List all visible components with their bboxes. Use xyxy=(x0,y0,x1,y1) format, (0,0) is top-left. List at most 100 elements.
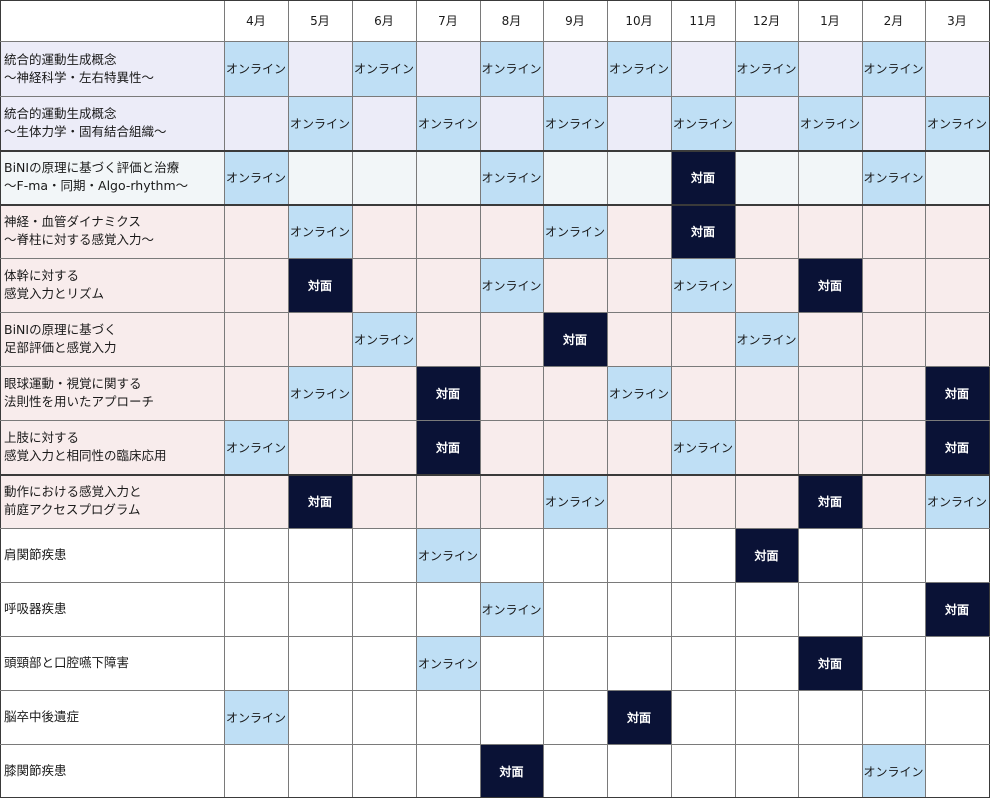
empty-cell xyxy=(543,41,607,96)
empty-cell xyxy=(607,636,671,690)
online-session-cell: オンライン xyxy=(416,96,480,150)
empty-cell xyxy=(798,312,862,366)
online-session-cell: オンライン xyxy=(288,366,352,420)
empty-cell xyxy=(925,150,989,204)
course-title-line: 〜脊柱に対する感覚入力〜 xyxy=(4,232,155,247)
inperson-session-cell: 対面 xyxy=(543,312,607,366)
online-session-cell: オンライン xyxy=(543,96,607,150)
grid-line-horizontal xyxy=(0,636,990,637)
course-title-line: 前庭アクセスプログラム xyxy=(4,502,141,517)
empty-cell xyxy=(416,41,480,96)
empty-cell xyxy=(224,366,288,420)
course-title-line: 足部評価と感覚入力 xyxy=(4,340,117,355)
inperson-session-cell: 対面 xyxy=(607,690,671,744)
course-title-line: 〜神経科学・左右特異性〜 xyxy=(4,69,155,85)
course-title-line: 統合的運動生成概念 xyxy=(4,106,117,121)
empty-cell xyxy=(671,636,735,690)
empty-cell xyxy=(416,258,480,312)
course-title: 脳卒中後遺症 xyxy=(0,690,224,744)
empty-cell xyxy=(735,258,798,312)
online-session-cell: オンライン xyxy=(735,312,798,366)
empty-cell xyxy=(480,690,543,744)
empty-cell xyxy=(607,744,671,798)
grid-line-vertical xyxy=(480,0,481,798)
empty-cell xyxy=(671,744,735,798)
course-title-line: 法則性を用いたアプローチ xyxy=(4,394,155,409)
grid-line-vertical xyxy=(735,0,736,798)
grid-line-vertical xyxy=(0,0,1,798)
grid-line-vertical xyxy=(925,0,926,798)
course-title-line: 膝関節疾患 xyxy=(4,763,67,778)
empty-cell xyxy=(862,420,925,474)
online-session-cell: オンライン xyxy=(543,204,607,258)
header-corner xyxy=(0,0,224,41)
online-session-cell: オンライン xyxy=(607,41,671,96)
course-title-line: 呼吸器疾患 xyxy=(4,601,67,616)
online-session-cell: オンライン xyxy=(480,582,543,636)
grid-line-horizontal xyxy=(0,366,990,367)
empty-cell xyxy=(671,528,735,582)
course-title-line: 神経・血管ダイナミクス xyxy=(4,214,141,229)
inperson-session-cell: 対面 xyxy=(671,150,735,204)
empty-cell xyxy=(224,528,288,582)
empty-cell xyxy=(925,744,989,798)
online-session-cell: オンライン xyxy=(862,744,925,798)
course-title: 肩関節疾患 xyxy=(0,528,224,582)
empty-cell xyxy=(798,366,862,420)
empty-cell xyxy=(607,204,671,258)
course-title: 上肢に対する 感覚入力と相同性の臨床応用 xyxy=(0,420,224,474)
empty-cell xyxy=(288,636,352,690)
month-header: 10月 xyxy=(607,0,671,41)
empty-cell xyxy=(288,690,352,744)
inperson-session-cell: 対面 xyxy=(671,204,735,258)
course-title-line: 感覚入力と相同性の臨床応用 xyxy=(4,448,167,463)
inperson-session-cell: 対面 xyxy=(735,528,798,582)
empty-cell xyxy=(735,96,798,150)
inperson-session-cell: 対面 xyxy=(925,366,989,420)
grid-line-horizontal xyxy=(0,204,990,206)
grid-line-horizontal xyxy=(0,258,990,259)
empty-cell xyxy=(543,420,607,474)
empty-cell xyxy=(352,150,416,204)
empty-cell xyxy=(224,204,288,258)
inperson-session-cell: 対面 xyxy=(288,258,352,312)
course-title: 膝関節疾患 xyxy=(0,744,224,798)
grid-line-horizontal xyxy=(0,474,990,476)
empty-cell xyxy=(735,636,798,690)
course-title: BiNIの原理に基づく 足部評価と感覚入力 xyxy=(0,312,224,366)
online-session-cell: オンライン xyxy=(543,474,607,528)
empty-cell xyxy=(862,312,925,366)
empty-cell xyxy=(607,96,671,150)
empty-cell xyxy=(416,150,480,204)
grid-line-vertical xyxy=(607,0,608,798)
empty-cell xyxy=(671,474,735,528)
online-session-cell: オンライン xyxy=(480,41,543,96)
month-header: 4月 xyxy=(224,0,288,41)
online-session-cell: オンライン xyxy=(352,312,416,366)
grid-line-vertical xyxy=(288,0,289,798)
empty-cell xyxy=(607,420,671,474)
empty-cell xyxy=(862,366,925,420)
online-session-cell: オンライン xyxy=(607,366,671,420)
grid-line-horizontal xyxy=(0,0,990,1)
empty-cell xyxy=(862,204,925,258)
empty-cell xyxy=(735,204,798,258)
online-session-cell: オンライン xyxy=(480,150,543,204)
inperson-session-cell: 対面 xyxy=(798,474,862,528)
course-title-line: 統合的運動生成概念 xyxy=(4,51,117,67)
empty-cell xyxy=(671,312,735,366)
online-session-cell: オンライン xyxy=(925,474,989,528)
grid-line-vertical xyxy=(543,0,544,798)
inperson-session-cell: 対面 xyxy=(416,366,480,420)
month-header: 7月 xyxy=(416,0,480,41)
empty-cell xyxy=(288,420,352,474)
online-session-cell: オンライン xyxy=(288,96,352,150)
online-session-cell: オンライン xyxy=(480,258,543,312)
course-title-line: 動作における感覚入力と xyxy=(4,484,142,499)
empty-cell xyxy=(798,150,862,204)
month-header: 9月 xyxy=(543,0,607,41)
month-header: 12月 xyxy=(735,0,798,41)
course-title: 体幹に対する 感覚入力とリズム xyxy=(0,258,224,312)
empty-cell xyxy=(480,528,543,582)
empty-cell xyxy=(798,582,862,636)
